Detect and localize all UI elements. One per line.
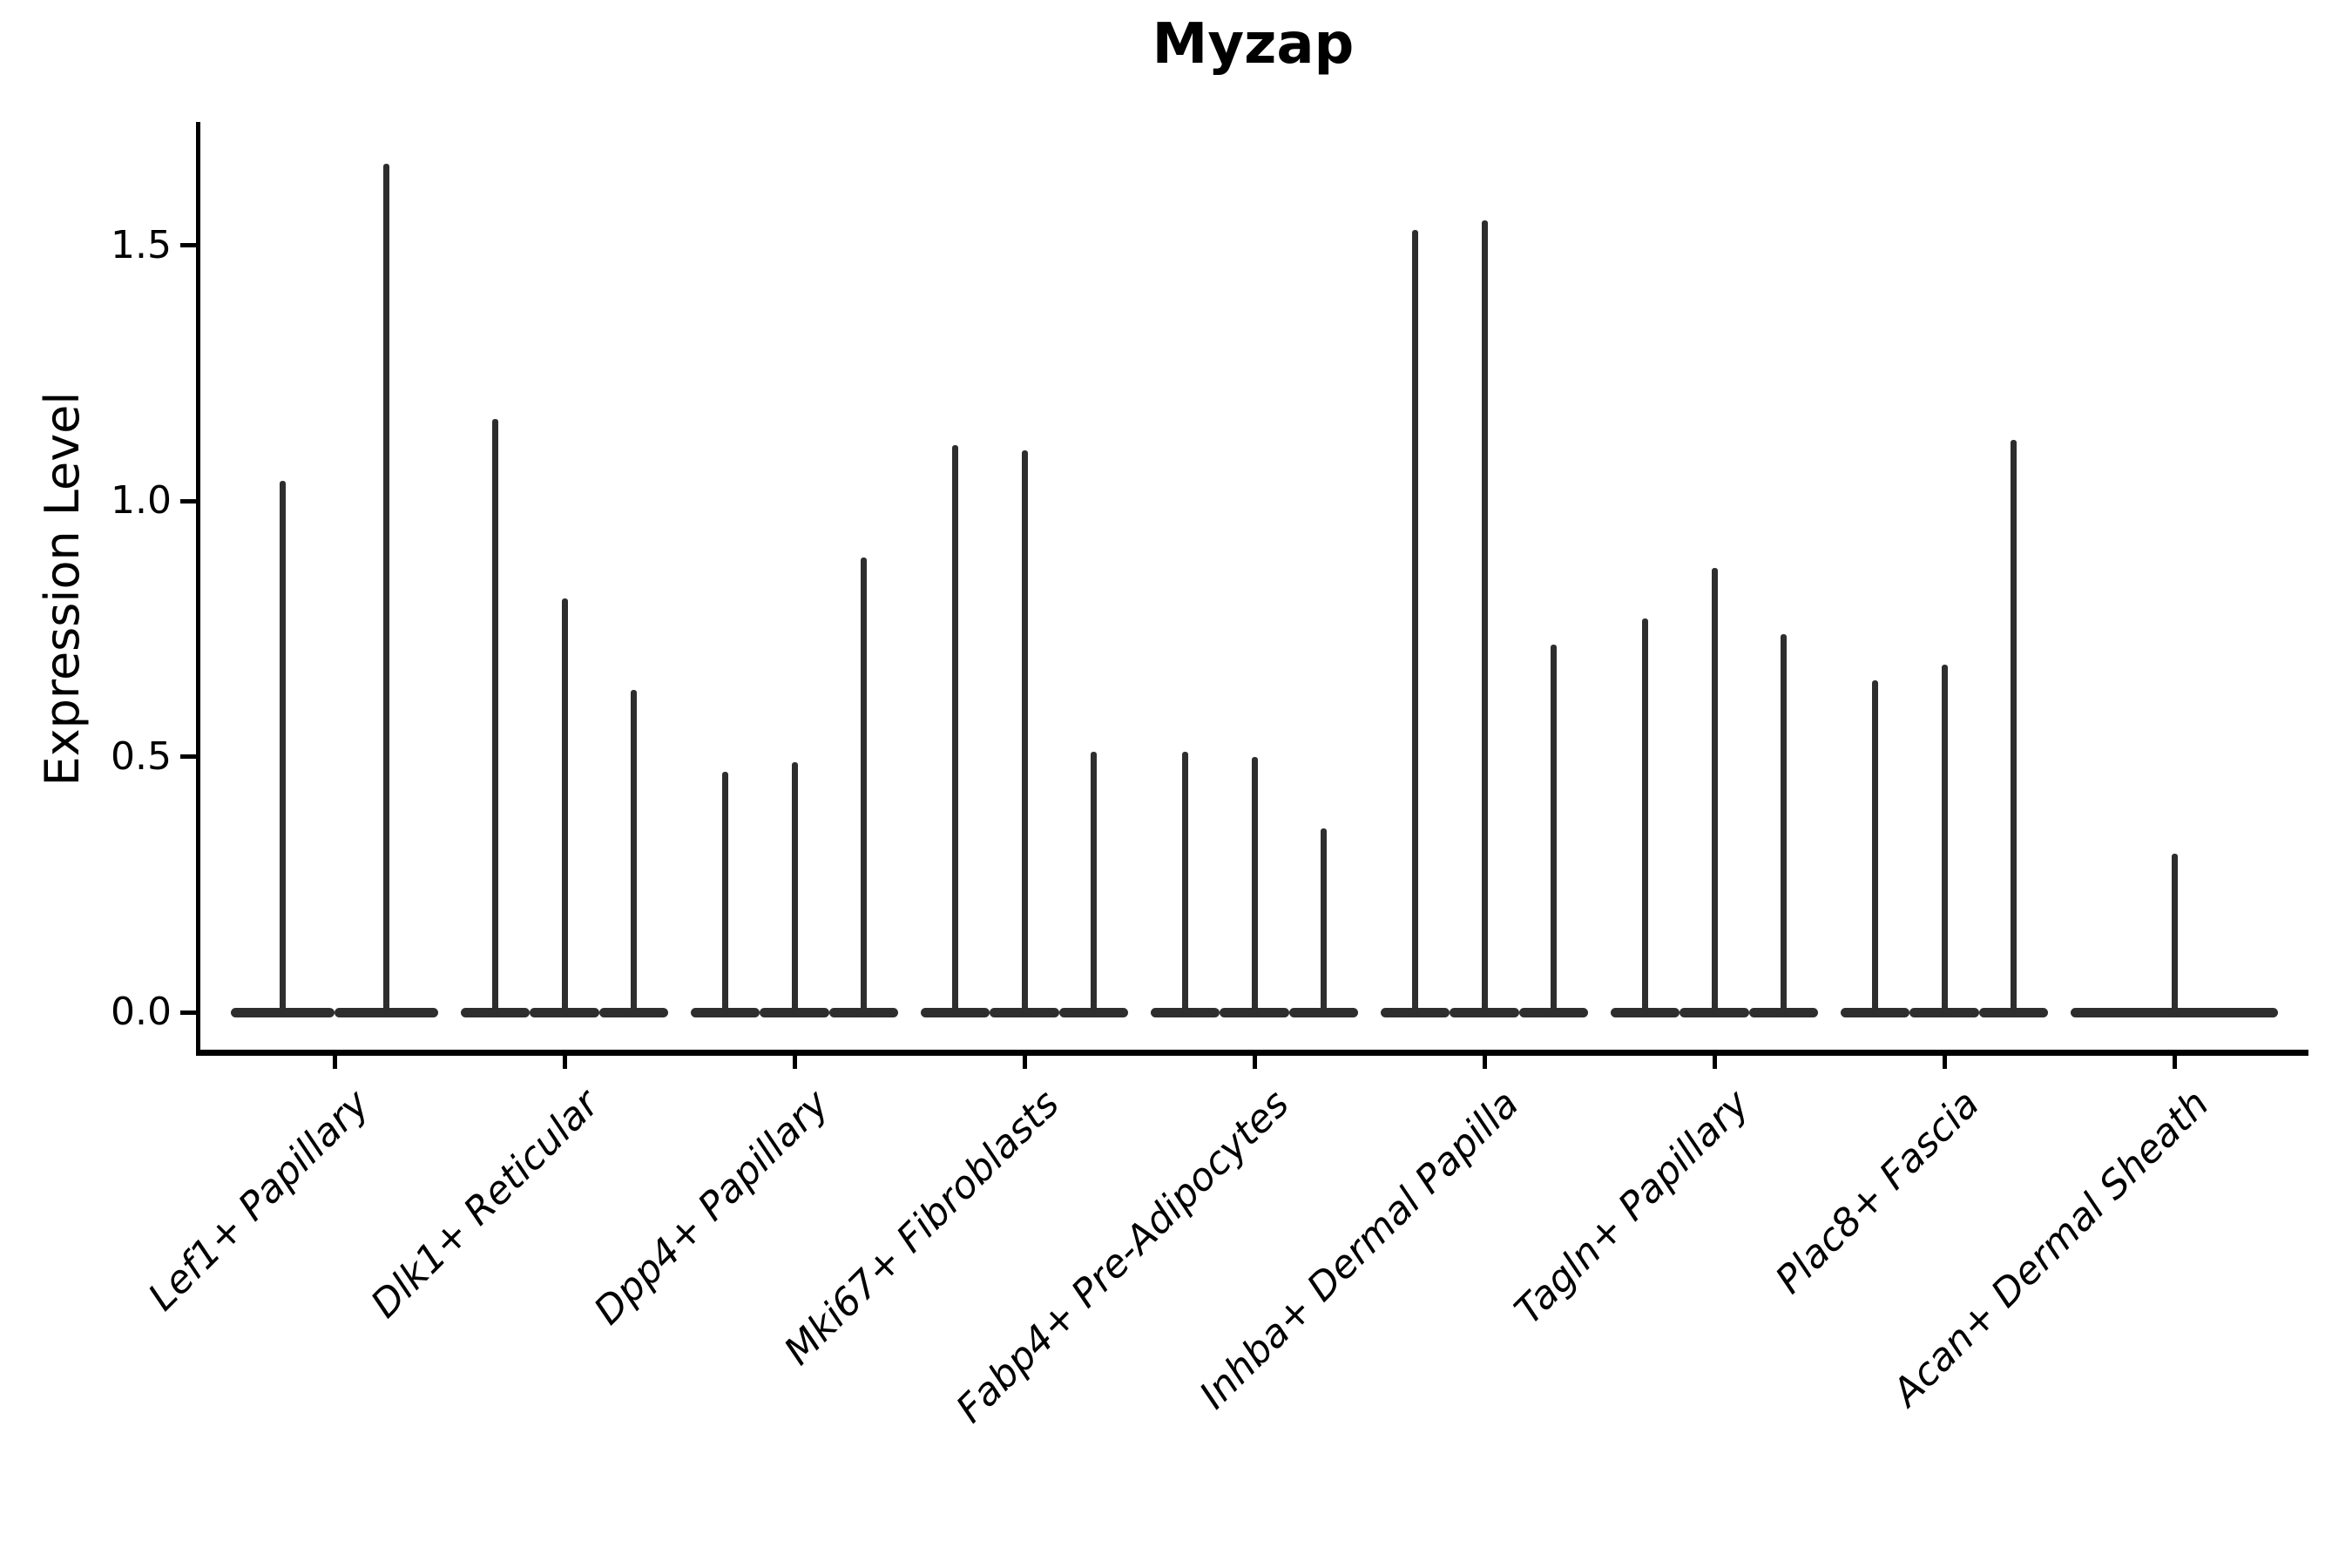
violin-body	[1909, 1007, 1979, 1017]
violin-max-spike	[1251, 756, 1258, 1012]
y-axis-spine	[196, 122, 200, 1056]
violin-body	[231, 1007, 335, 1017]
violin-max-spike	[1021, 449, 1028, 1012]
violin-body	[828, 1007, 898, 1017]
x-tick-label: Plac8+ Fascia	[1767, 1081, 1988, 1302]
violin-max-spike	[1941, 665, 1948, 1012]
violin-max-spike	[952, 444, 959, 1012]
y-axis-label: Expression Level	[35, 391, 90, 787]
violin-body	[1978, 1007, 2048, 1017]
y-tick-mark	[180, 754, 196, 760]
violin-body	[461, 1007, 531, 1017]
violin-max-spike	[1090, 751, 1097, 1012]
x-tick-mark	[562, 1056, 567, 1069]
x-tick-mark	[792, 1056, 797, 1069]
violin-max-spike	[561, 598, 568, 1012]
x-tick-label: Dlk1+ Reticular	[362, 1081, 608, 1327]
violin-body	[691, 1007, 760, 1017]
violin-body	[1748, 1007, 1818, 1017]
violin-max-spike	[280, 480, 287, 1012]
x-tick-label: Lef1+ Papillary	[139, 1081, 378, 1320]
chart-title: Myzap	[1152, 12, 1355, 77]
y-tick-mark	[180, 243, 196, 248]
violin-max-spike	[1780, 633, 1787, 1012]
y-tick-mark	[180, 498, 196, 504]
violin-max-spike	[1320, 828, 1327, 1012]
violin-max-spike	[1642, 618, 1649, 1012]
violin-max-spike	[860, 557, 867, 1012]
x-axis-spine	[196, 1050, 2308, 1056]
violin-body	[1288, 1007, 1358, 1017]
y-tick-mark	[180, 1010, 196, 1015]
violin-max-spike	[630, 690, 637, 1012]
violin-body	[2071, 1007, 2278, 1017]
violin-body	[990, 1007, 1059, 1017]
violin-max-spike	[2010, 439, 2017, 1012]
x-tick-mark	[332, 1056, 337, 1069]
x-tick-label: Tagln+ Papillary	[1505, 1081, 1758, 1334]
violin-body	[1058, 1007, 1128, 1017]
violin-max-spike	[1182, 751, 1189, 1012]
x-tick-mark	[1482, 1056, 1487, 1069]
violin-max-spike	[1711, 567, 1718, 1012]
violin-body	[1220, 1007, 1289, 1017]
y-tick-label: 1.0	[111, 478, 172, 524]
violin-max-spike	[2171, 854, 2178, 1012]
violin-body	[1611, 1007, 1680, 1017]
y-tick-label: 0.5	[111, 733, 172, 779]
x-tick-mark	[1252, 1056, 1257, 1069]
violin-body	[530, 1007, 599, 1017]
x-tick-mark	[1942, 1056, 1947, 1069]
violin-body	[760, 1007, 829, 1017]
x-tick-mark	[1022, 1056, 1027, 1069]
violin-max-spike	[722, 772, 729, 1012]
violin-body	[921, 1007, 990, 1017]
violin-body	[598, 1007, 668, 1017]
violin-max-spike	[1550, 644, 1557, 1012]
y-tick-label: 1.5	[111, 222, 172, 267]
y-tick-label: 0.0	[111, 990, 172, 1034]
violin-max-spike	[791, 761, 798, 1012]
violin-max-spike	[1412, 230, 1419, 1012]
violin-body	[335, 1007, 438, 1017]
violin-body	[1450, 1007, 1519, 1017]
violin-body	[1680, 1007, 1749, 1017]
violin-max-spike	[492, 419, 499, 1012]
violin-body	[1381, 1007, 1450, 1017]
violin-max-spike	[1481, 220, 1488, 1012]
x-tick-label: Dpp4+ Papillary	[585, 1081, 838, 1334]
violin-max-spike	[382, 164, 389, 1012]
x-tick-mark	[2172, 1056, 2177, 1069]
violin-max-spike	[1872, 679, 1879, 1012]
violin-body	[1518, 1007, 1588, 1017]
violin-body	[1151, 1007, 1220, 1017]
violin-body	[1841, 1007, 1910, 1017]
x-tick-mark	[1712, 1056, 1717, 1069]
